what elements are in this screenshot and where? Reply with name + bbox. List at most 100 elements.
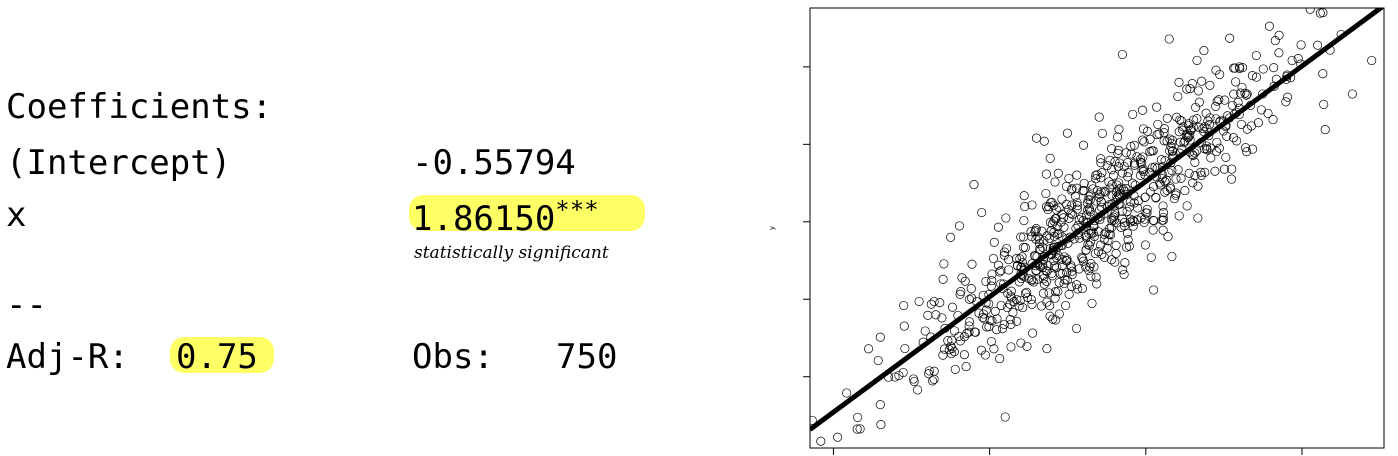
- data-point: [1020, 202, 1030, 212]
- data-point: [1039, 279, 1049, 289]
- data-point: [1031, 224, 1041, 234]
- data-point: [1022, 341, 1032, 351]
- data-point: [1173, 165, 1183, 175]
- data-point: [1199, 144, 1210, 154]
- data-point: [1188, 150, 1198, 160]
- data-point: [1274, 30, 1284, 40]
- data-point: [1181, 130, 1191, 140]
- data-point: [1135, 157, 1146, 167]
- data-point: [990, 306, 1000, 316]
- data-point: [964, 321, 974, 331]
- data-point: [1091, 174, 1101, 184]
- data-point: [1066, 260, 1076, 271]
- data-point: [1140, 214, 1150, 224]
- x-label: x: [6, 195, 27, 235]
- data-point: [1183, 132, 1193, 142]
- data-point: [1241, 143, 1251, 153]
- data-point: [1016, 338, 1026, 348]
- data-point: [1097, 249, 1107, 259]
- x-coefficient: 1.86150***: [412, 198, 599, 236]
- data-point: [999, 247, 1010, 257]
- data-point: [1264, 21, 1274, 31]
- data-point: [1214, 143, 1224, 153]
- data-point: [1211, 101, 1221, 111]
- data-point: [1072, 197, 1082, 208]
- data-point: [1127, 178, 1138, 188]
- data-point: [1081, 262, 1091, 272]
- data-point: [1228, 133, 1239, 143]
- data-point: [1163, 232, 1173, 242]
- data-point: [1233, 97, 1243, 107]
- data-point: [1171, 188, 1181, 198]
- data-point: [875, 332, 885, 342]
- data-point: [1117, 49, 1127, 60]
- data-point: [1096, 154, 1106, 164]
- data-point: [1158, 201, 1168, 211]
- data-point: [993, 260, 1003, 270]
- data-point: [1001, 213, 1011, 223]
- data-point: [949, 347, 959, 357]
- data-point: [852, 424, 862, 434]
- data-point: [855, 424, 865, 434]
- data-point: [1092, 279, 1102, 289]
- data-point: [909, 376, 919, 387]
- data-point: [1274, 48, 1284, 58]
- data-point: [1039, 136, 1049, 146]
- data-point: [1004, 255, 1014, 265]
- data-point: [1041, 188, 1051, 199]
- data-point: [1313, 40, 1323, 50]
- data-point: [1123, 158, 1133, 168]
- data-point: [1091, 196, 1101, 206]
- data-point: [1237, 82, 1247, 92]
- data-point: [1081, 245, 1091, 255]
- data-point: [938, 274, 948, 284]
- data-point: [976, 345, 986, 355]
- data-point: [816, 436, 826, 446]
- significance-stars: ***: [555, 196, 599, 224]
- data-point: [1190, 148, 1200, 158]
- data-point: [1060, 275, 1070, 285]
- data-point: [1012, 254, 1022, 264]
- data-point: [1225, 33, 1235, 43]
- data-point: [1046, 198, 1056, 208]
- data-point: [898, 367, 908, 378]
- data-point: [1041, 276, 1052, 286]
- data-point: [954, 221, 965, 231]
- data-point: [1097, 168, 1107, 178]
- data-point: [1034, 239, 1045, 249]
- data-point: [1081, 231, 1091, 241]
- data-point: [1174, 77, 1184, 87]
- data-point: [1099, 229, 1109, 239]
- data-point: [996, 266, 1006, 276]
- data-point: [1149, 216, 1159, 226]
- data-point: [1128, 109, 1138, 119]
- data-point: [1085, 190, 1096, 200]
- data-point: [1184, 168, 1194, 178]
- data-point: [929, 366, 939, 376]
- data-point: [1109, 215, 1119, 225]
- data-point: [1118, 184, 1128, 194]
- data-point: [1030, 250, 1040, 261]
- data-point: [1107, 190, 1117, 200]
- data-point: [1138, 164, 1148, 174]
- data-point: [1062, 199, 1072, 209]
- data-point: [1227, 164, 1237, 174]
- data-point: [1012, 294, 1022, 305]
- data-point: [1064, 289, 1074, 299]
- data-point: [1061, 300, 1071, 311]
- data-point: [1017, 252, 1027, 262]
- data-point: [1099, 186, 1109, 196]
- data-point: [1157, 174, 1167, 184]
- data-point: [1019, 191, 1029, 201]
- data-point: [1096, 173, 1106, 183]
- data-point: [987, 316, 997, 326]
- data-point: [1123, 235, 1133, 245]
- data-point: [1111, 248, 1121, 258]
- data-point: [1212, 96, 1222, 106]
- data-point: [1190, 157, 1200, 167]
- data-point: [914, 296, 924, 306]
- data-point: [1074, 215, 1084, 225]
- data-point: [1052, 262, 1062, 273]
- data-point: [1162, 113, 1172, 123]
- data-point: [1053, 168, 1063, 178]
